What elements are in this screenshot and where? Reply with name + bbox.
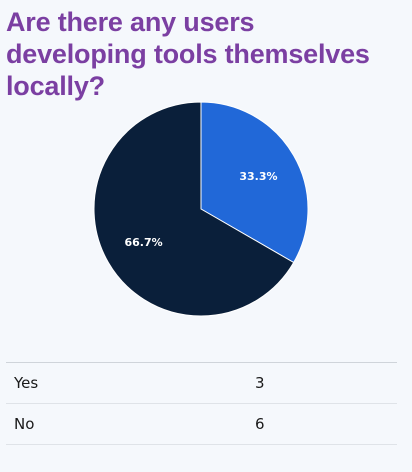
row-value: 3 (255, 374, 265, 392)
pie-chart: 33.3% 66.7% (93, 101, 309, 317)
data-table: Yes 3 No 6 (6, 362, 397, 445)
row-value: 6 (255, 415, 265, 433)
row-label: No (14, 415, 35, 433)
slice-label-no: 66.7% (124, 236, 162, 249)
slice-label-yes: 33.3% (239, 170, 277, 183)
table-row: No 6 (6, 404, 397, 445)
table-row: Yes 3 (6, 363, 397, 404)
row-label: Yes (14, 374, 39, 392)
chart-title: Are there any users developing tools the… (6, 7, 370, 101)
pie-slice-no (93, 101, 295, 317)
pie-slice-yes (200, 101, 309, 264)
